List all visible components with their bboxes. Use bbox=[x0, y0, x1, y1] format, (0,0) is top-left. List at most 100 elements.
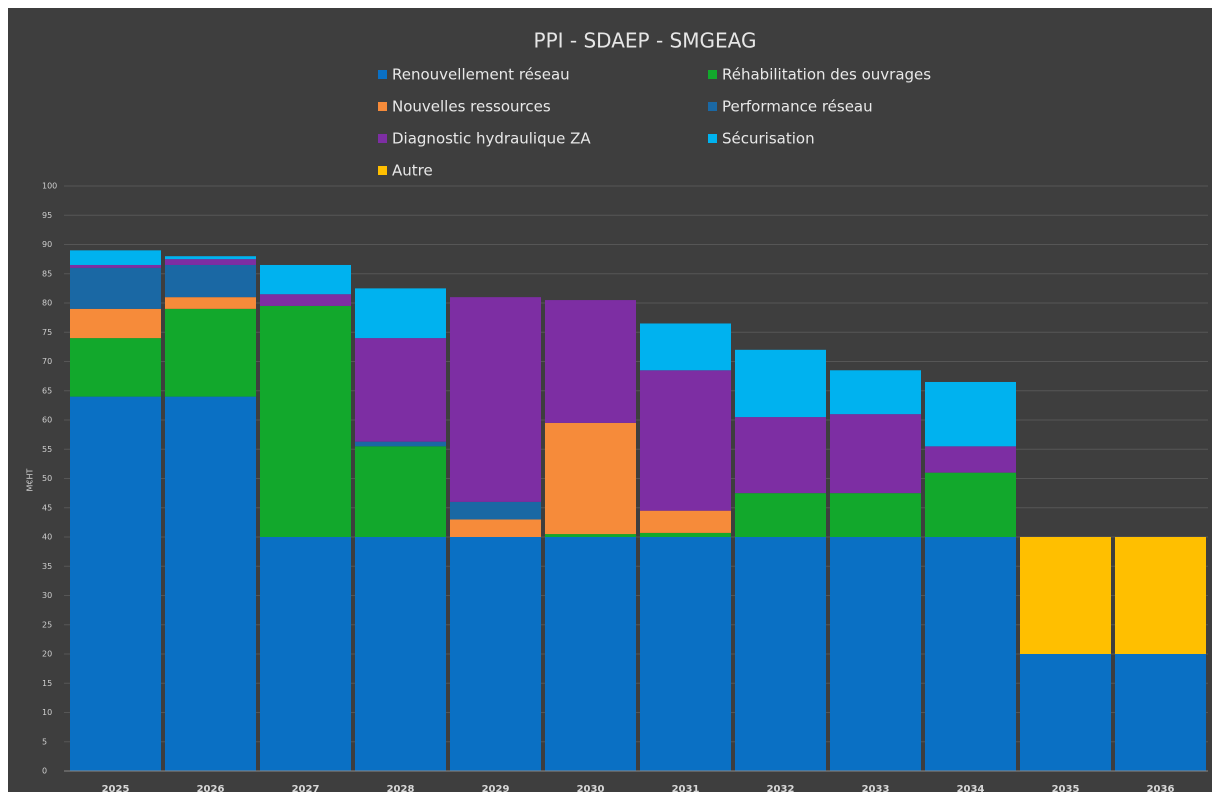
y-axis-label: M€HT bbox=[26, 468, 35, 491]
legend-swatch bbox=[708, 70, 717, 79]
y-tick-label: 50 bbox=[42, 474, 52, 483]
bar-segment bbox=[165, 256, 256, 260]
legend-swatch bbox=[708, 102, 717, 111]
legend-swatch bbox=[378, 134, 387, 143]
legend-label: Autre bbox=[392, 162, 433, 180]
bar-segment bbox=[355, 338, 446, 442]
bar-segment bbox=[1115, 654, 1206, 771]
bar-segment bbox=[260, 305, 351, 537]
bar-segment bbox=[735, 349, 826, 418]
bar-segment bbox=[260, 264, 351, 295]
bar-segment bbox=[640, 510, 731, 533]
bar-segment bbox=[1115, 537, 1206, 654]
bar-segment bbox=[450, 297, 541, 502]
bar-segment bbox=[735, 537, 826, 771]
x-tick-label: 2034 bbox=[957, 784, 985, 795]
bar-segment bbox=[830, 493, 921, 537]
legend-label: Nouvelles ressources bbox=[392, 98, 551, 116]
x-tick-label: 2031 bbox=[672, 784, 700, 795]
y-tick-label: 100 bbox=[42, 182, 57, 191]
bar-segment bbox=[450, 537, 541, 771]
bar-segment bbox=[70, 396, 161, 771]
x-tick-label: 2036 bbox=[1147, 784, 1175, 795]
y-tick-label: 80 bbox=[42, 299, 52, 308]
bar-segment bbox=[640, 370, 731, 511]
y-tick-label: 5 bbox=[42, 737, 47, 746]
bar-segment bbox=[830, 370, 921, 415]
legend-label: Sécurisation bbox=[722, 130, 815, 148]
y-tick-label: 35 bbox=[42, 562, 52, 571]
x-tick-label: 2030 bbox=[577, 784, 605, 795]
bar-segment bbox=[450, 519, 541, 537]
x-tick-label: 2025 bbox=[102, 784, 130, 795]
bar-segment bbox=[830, 537, 921, 771]
bar-segment bbox=[165, 396, 256, 771]
bar-segment bbox=[545, 422, 636, 535]
bar-segment bbox=[1020, 654, 1111, 771]
bar-segment bbox=[735, 417, 826, 494]
y-tick-label: 45 bbox=[42, 503, 52, 512]
legend-label: Performance réseau bbox=[722, 98, 873, 116]
legend-swatch bbox=[378, 166, 387, 175]
y-tick-label: 90 bbox=[42, 240, 52, 249]
bar-segment bbox=[355, 441, 446, 447]
bar-segment bbox=[640, 323, 731, 371]
legend-swatch bbox=[378, 70, 387, 79]
bar-segment bbox=[450, 501, 541, 520]
y-tick-label: 0 bbox=[42, 767, 47, 776]
y-tick-label: 25 bbox=[42, 620, 52, 629]
x-tick-label: 2028 bbox=[387, 784, 415, 795]
legend-label: Diagnostic hydraulique ZA bbox=[392, 130, 591, 148]
x-tick-label: 2029 bbox=[482, 784, 510, 795]
x-tick-label: 2032 bbox=[767, 784, 795, 795]
y-tick-label: 85 bbox=[42, 269, 52, 278]
y-tick-label: 20 bbox=[42, 650, 52, 659]
chart-title: PPI - SDAEP - SMGEAG bbox=[534, 29, 757, 53]
y-tick-label: 30 bbox=[42, 591, 52, 600]
bar-segment bbox=[70, 264, 161, 268]
bar-segment bbox=[165, 308, 256, 397]
bar-segment bbox=[545, 534, 636, 537]
bar-segment bbox=[640, 537, 731, 771]
bar-segment bbox=[545, 537, 636, 771]
y-tick-label: 15 bbox=[42, 679, 52, 688]
bar-segment bbox=[925, 472, 1016, 537]
bar-segment bbox=[355, 537, 446, 771]
x-tick-label: 2027 bbox=[292, 784, 320, 795]
bar-segment bbox=[260, 537, 351, 771]
bar-segment bbox=[355, 446, 446, 537]
y-tick-label: 75 bbox=[42, 328, 52, 337]
legend-label: Renouvellement réseau bbox=[392, 66, 570, 84]
y-tick-label: 60 bbox=[42, 416, 52, 425]
y-tick-label: 55 bbox=[42, 445, 52, 454]
y-tick-label: 65 bbox=[42, 386, 52, 395]
bar-segment bbox=[545, 300, 636, 423]
bar-segment bbox=[355, 288, 446, 339]
x-tick-label: 2033 bbox=[862, 784, 890, 795]
bar-segment bbox=[735, 493, 826, 537]
bar-segment bbox=[165, 259, 256, 265]
legend-swatch bbox=[708, 134, 717, 143]
bar-segment bbox=[165, 297, 256, 309]
bar-segment bbox=[70, 338, 161, 397]
bar-segment bbox=[925, 537, 1016, 771]
y-tick-label: 40 bbox=[42, 533, 52, 542]
bar-segment bbox=[1020, 537, 1111, 654]
x-tick-label: 2026 bbox=[197, 784, 225, 795]
bar-segment bbox=[70, 267, 161, 309]
y-tick-label: 70 bbox=[42, 357, 52, 366]
y-tick-label: 10 bbox=[42, 708, 52, 717]
y-tick-label: 95 bbox=[42, 211, 52, 220]
x-tick-label: 2035 bbox=[1052, 784, 1080, 795]
bar-segment bbox=[70, 308, 161, 339]
bar-segment bbox=[925, 381, 1016, 447]
bar-segment bbox=[70, 250, 161, 265]
legend-label: Réhabilitation des ouvrages bbox=[722, 66, 931, 84]
bar-segment bbox=[165, 264, 256, 298]
bar-segment bbox=[830, 414, 921, 494]
bar-segment bbox=[925, 446, 1016, 473]
bar-segment bbox=[260, 294, 351, 306]
bar-segment bbox=[640, 532, 731, 537]
legend-swatch bbox=[378, 102, 387, 111]
